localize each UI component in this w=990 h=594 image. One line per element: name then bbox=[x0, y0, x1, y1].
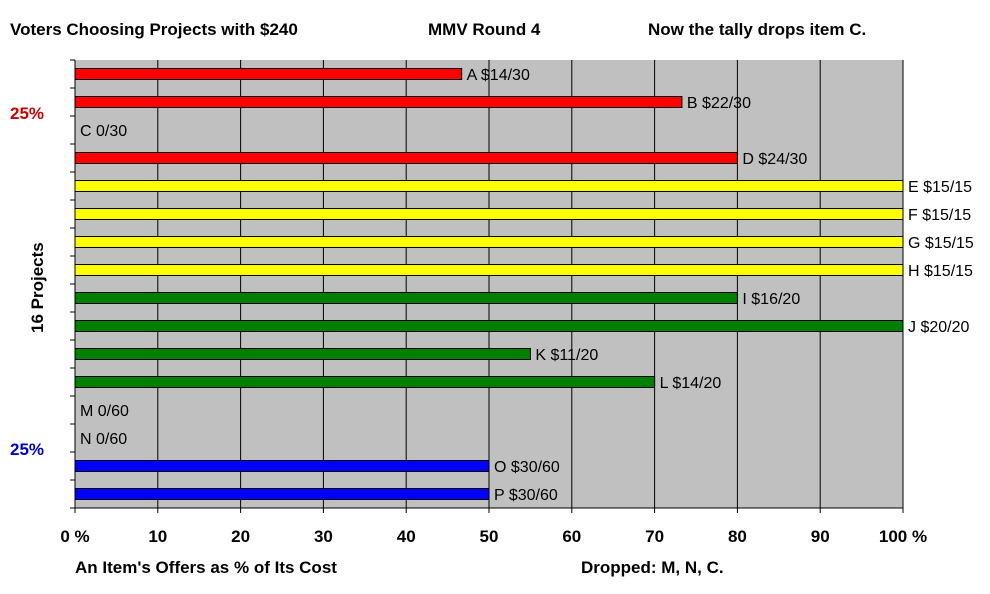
bar-i bbox=[74, 292, 738, 304]
dropped-items-note: Dropped: M, N, C. bbox=[581, 558, 724, 577]
chart-title-center: MMV Round 4 bbox=[428, 20, 541, 39]
bar-o bbox=[74, 460, 490, 472]
bar-label: J $20/20 bbox=[908, 319, 969, 336]
x-tick-label: 10 bbox=[148, 527, 167, 546]
bar-label: O $30/60 bbox=[494, 459, 560, 476]
bar-label: K $11/20 bbox=[535, 347, 598, 364]
bar-d bbox=[74, 152, 738, 164]
bar-label: G $15/15 bbox=[908, 235, 974, 252]
bar-b bbox=[74, 96, 683, 108]
x-axis-label: An Item's Offers as % of Its Cost bbox=[75, 558, 337, 577]
chart-subtitle-right: Now the tally drops item C. bbox=[648, 20, 867, 39]
bar-label: L $14/20 bbox=[660, 375, 722, 392]
bar-label: P $30/60 bbox=[494, 487, 558, 504]
x-tick-label: 90 bbox=[811, 527, 830, 546]
bar-p bbox=[74, 488, 490, 500]
bar-label: M 0/60 bbox=[80, 403, 129, 420]
x-tick-label: 30 bbox=[314, 527, 333, 546]
x-tick-label: 80 bbox=[728, 527, 747, 546]
x-tick-label: 50 bbox=[480, 527, 499, 546]
bar-g bbox=[74, 236, 904, 248]
bar-l bbox=[74, 376, 656, 388]
bar-label: I $16/20 bbox=[742, 291, 800, 308]
x-tick-label: 100 % bbox=[879, 527, 927, 546]
bar-label: D $24/30 bbox=[742, 151, 807, 168]
bar-label: E $15/15 bbox=[908, 179, 972, 196]
percent-label-bottom: 25% bbox=[10, 440, 45, 459]
percent-label-top: 25% bbox=[10, 104, 45, 123]
bar-k bbox=[74, 348, 531, 360]
bar-j bbox=[74, 320, 904, 332]
x-tick-label: 60 bbox=[562, 527, 581, 546]
x-tick-label: 70 bbox=[645, 527, 664, 546]
bar-e bbox=[74, 180, 904, 192]
chart-title-left: Voters Choosing Projects with $240 bbox=[10, 20, 298, 39]
x-tick-label: 20 bbox=[231, 527, 250, 546]
x-tick-label: 0 % bbox=[60, 527, 89, 546]
bar-label: F $15/15 bbox=[908, 207, 971, 224]
bar-label: H $15/15 bbox=[908, 263, 973, 280]
bar-label: C 0/30 bbox=[80, 123, 127, 140]
bar-label: N 0/60 bbox=[80, 431, 127, 448]
bar-a bbox=[74, 68, 463, 80]
bar-h bbox=[74, 264, 904, 276]
x-tick-label: 40 bbox=[397, 527, 416, 546]
bar-f bbox=[74, 208, 904, 220]
bar-label: A $14/30 bbox=[467, 67, 530, 84]
bar-label: B $22/30 bbox=[687, 95, 751, 112]
